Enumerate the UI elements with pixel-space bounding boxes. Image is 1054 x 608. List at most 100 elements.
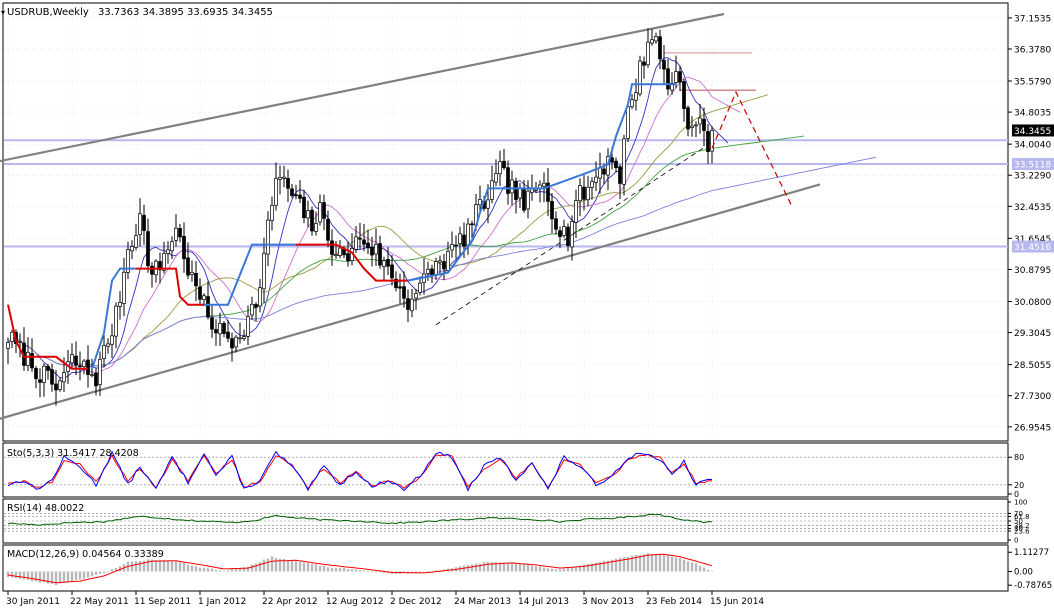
supertrend <box>7 83 676 370</box>
candle <box>490 165 494 204</box>
price-pane[interactable]: USDRUB,Weekly 33.7363 34.3895 33.6935 34… <box>0 2 1009 442</box>
candle <box>590 177 594 200</box>
macd-histogram-bar <box>86 571 90 578</box>
candle-body-bull <box>518 188 522 199</box>
candle <box>270 196 274 231</box>
candle-body-bull <box>466 223 470 246</box>
macd-histogram-bar <box>586 564 590 572</box>
candle-body-bull <box>114 305 118 337</box>
candle-body-bear <box>322 202 326 219</box>
candle <box>366 229 370 255</box>
candle-body-bear <box>402 286 406 299</box>
candle <box>550 192 554 234</box>
candle <box>338 240 342 259</box>
candle-body-bear <box>150 265 154 275</box>
candle-body-bull <box>258 287 262 307</box>
macd-histogram-bar <box>62 571 66 584</box>
candle <box>654 32 658 44</box>
macd-histogram-bar <box>290 560 294 572</box>
candle <box>426 261 430 281</box>
macd-pane[interactable]: MACD(12,26,9) 0.04564 0.33389 <box>2 544 1009 592</box>
candle-body-bull <box>166 249 170 254</box>
candle-body-bear <box>86 359 90 375</box>
stochastic-content <box>4 450 1008 492</box>
candle-body-bear <box>330 240 334 255</box>
macd-histogram-bar <box>634 554 638 572</box>
candle-body-bull <box>162 253 166 271</box>
candle-body-bear <box>582 186 586 200</box>
candle-body-bull <box>490 180 494 200</box>
macd-histogram-bar <box>602 560 606 572</box>
candle <box>622 134 626 196</box>
price-axis: 37.1535 36.3780 35.5790 34.8035 34.0040 33.22… <box>1008 14 1054 591</box>
rsi-tick-label: 100 <box>1014 499 1027 507</box>
stochastic-pane[interactable]: Sto(5,3,3) 31.5417 28.4208 <box>2 442 1009 498</box>
projection-lines <box>435 90 793 326</box>
candle <box>698 103 702 134</box>
macd-histogram-bar <box>702 567 706 572</box>
macd-histogram-bar <box>434 570 438 572</box>
candle-body-bull <box>410 298 414 312</box>
macd-histogram-bar <box>278 558 282 572</box>
macd-histogram-bar <box>30 571 34 582</box>
candle <box>86 345 90 388</box>
macd-histogram-bar <box>418 571 422 573</box>
candle-body-bear <box>642 61 646 66</box>
candle <box>658 29 662 69</box>
candle-body-bear <box>78 365 82 368</box>
candle <box>674 55 678 89</box>
stochastic-main-line <box>7 450 713 492</box>
candle-body-bull <box>10 331 14 342</box>
macd-histogram-bar <box>502 562 506 572</box>
macd-histogram-bar <box>598 562 602 572</box>
price-tick-label: 26.9545 <box>1014 423 1051 433</box>
candle <box>114 302 118 349</box>
candle-body-bull <box>106 343 110 347</box>
macd-histogram-bar <box>650 553 654 572</box>
price-tick-label: 37.1535 <box>1014 14 1051 24</box>
candle <box>34 365 38 389</box>
macd-histogram-bar <box>570 567 574 572</box>
candle <box>198 278 202 305</box>
rsi-tick-label: 23.6 <box>1014 528 1030 536</box>
macd-histogram-bar <box>318 566 322 572</box>
macd-signal-line <box>7 553 713 584</box>
candle <box>410 288 414 318</box>
candle-body-bear <box>462 234 466 247</box>
candle-body-bull <box>58 380 62 390</box>
macd-histogram-bar <box>474 563 478 572</box>
macd-histogram-bar <box>430 571 434 572</box>
candle-body-bull <box>318 202 322 223</box>
candle <box>170 236 174 259</box>
macd-histogram-bar <box>326 567 330 572</box>
candle-body-bull <box>18 341 22 343</box>
candle-body-bear <box>214 329 218 334</box>
candle <box>542 172 546 203</box>
macd-histogram-bar <box>698 565 702 572</box>
candle <box>702 107 706 147</box>
macd-histogram-bar <box>582 564 586 572</box>
ohlc-label: 33.7363 34.3895 33.6935 34.3455 <box>98 7 273 18</box>
candle <box>166 241 170 264</box>
candle-body-bull <box>98 358 102 386</box>
macd-histogram-bar <box>422 571 426 573</box>
candle <box>430 264 434 283</box>
macd-histogram-bar <box>558 569 562 572</box>
time-tick-label: 14 Jul 2013 <box>518 597 569 607</box>
candle-body-bear <box>614 160 618 168</box>
candle <box>94 367 98 396</box>
candle <box>206 281 210 320</box>
macd-histogram-bar <box>694 563 698 572</box>
candle <box>226 319 230 343</box>
rsi-tick-label: 50 <box>1014 518 1023 526</box>
macd-histogram-bar <box>302 562 306 572</box>
candle-body-bull <box>646 41 650 66</box>
candle-body-bear <box>506 167 510 194</box>
candle-body-bull <box>238 337 242 340</box>
candle <box>354 225 358 254</box>
candle <box>582 175 586 211</box>
candle-body-bull <box>426 268 430 274</box>
candle <box>146 218 150 273</box>
macd-histogram-bar <box>190 565 194 572</box>
candle <box>126 241 130 280</box>
